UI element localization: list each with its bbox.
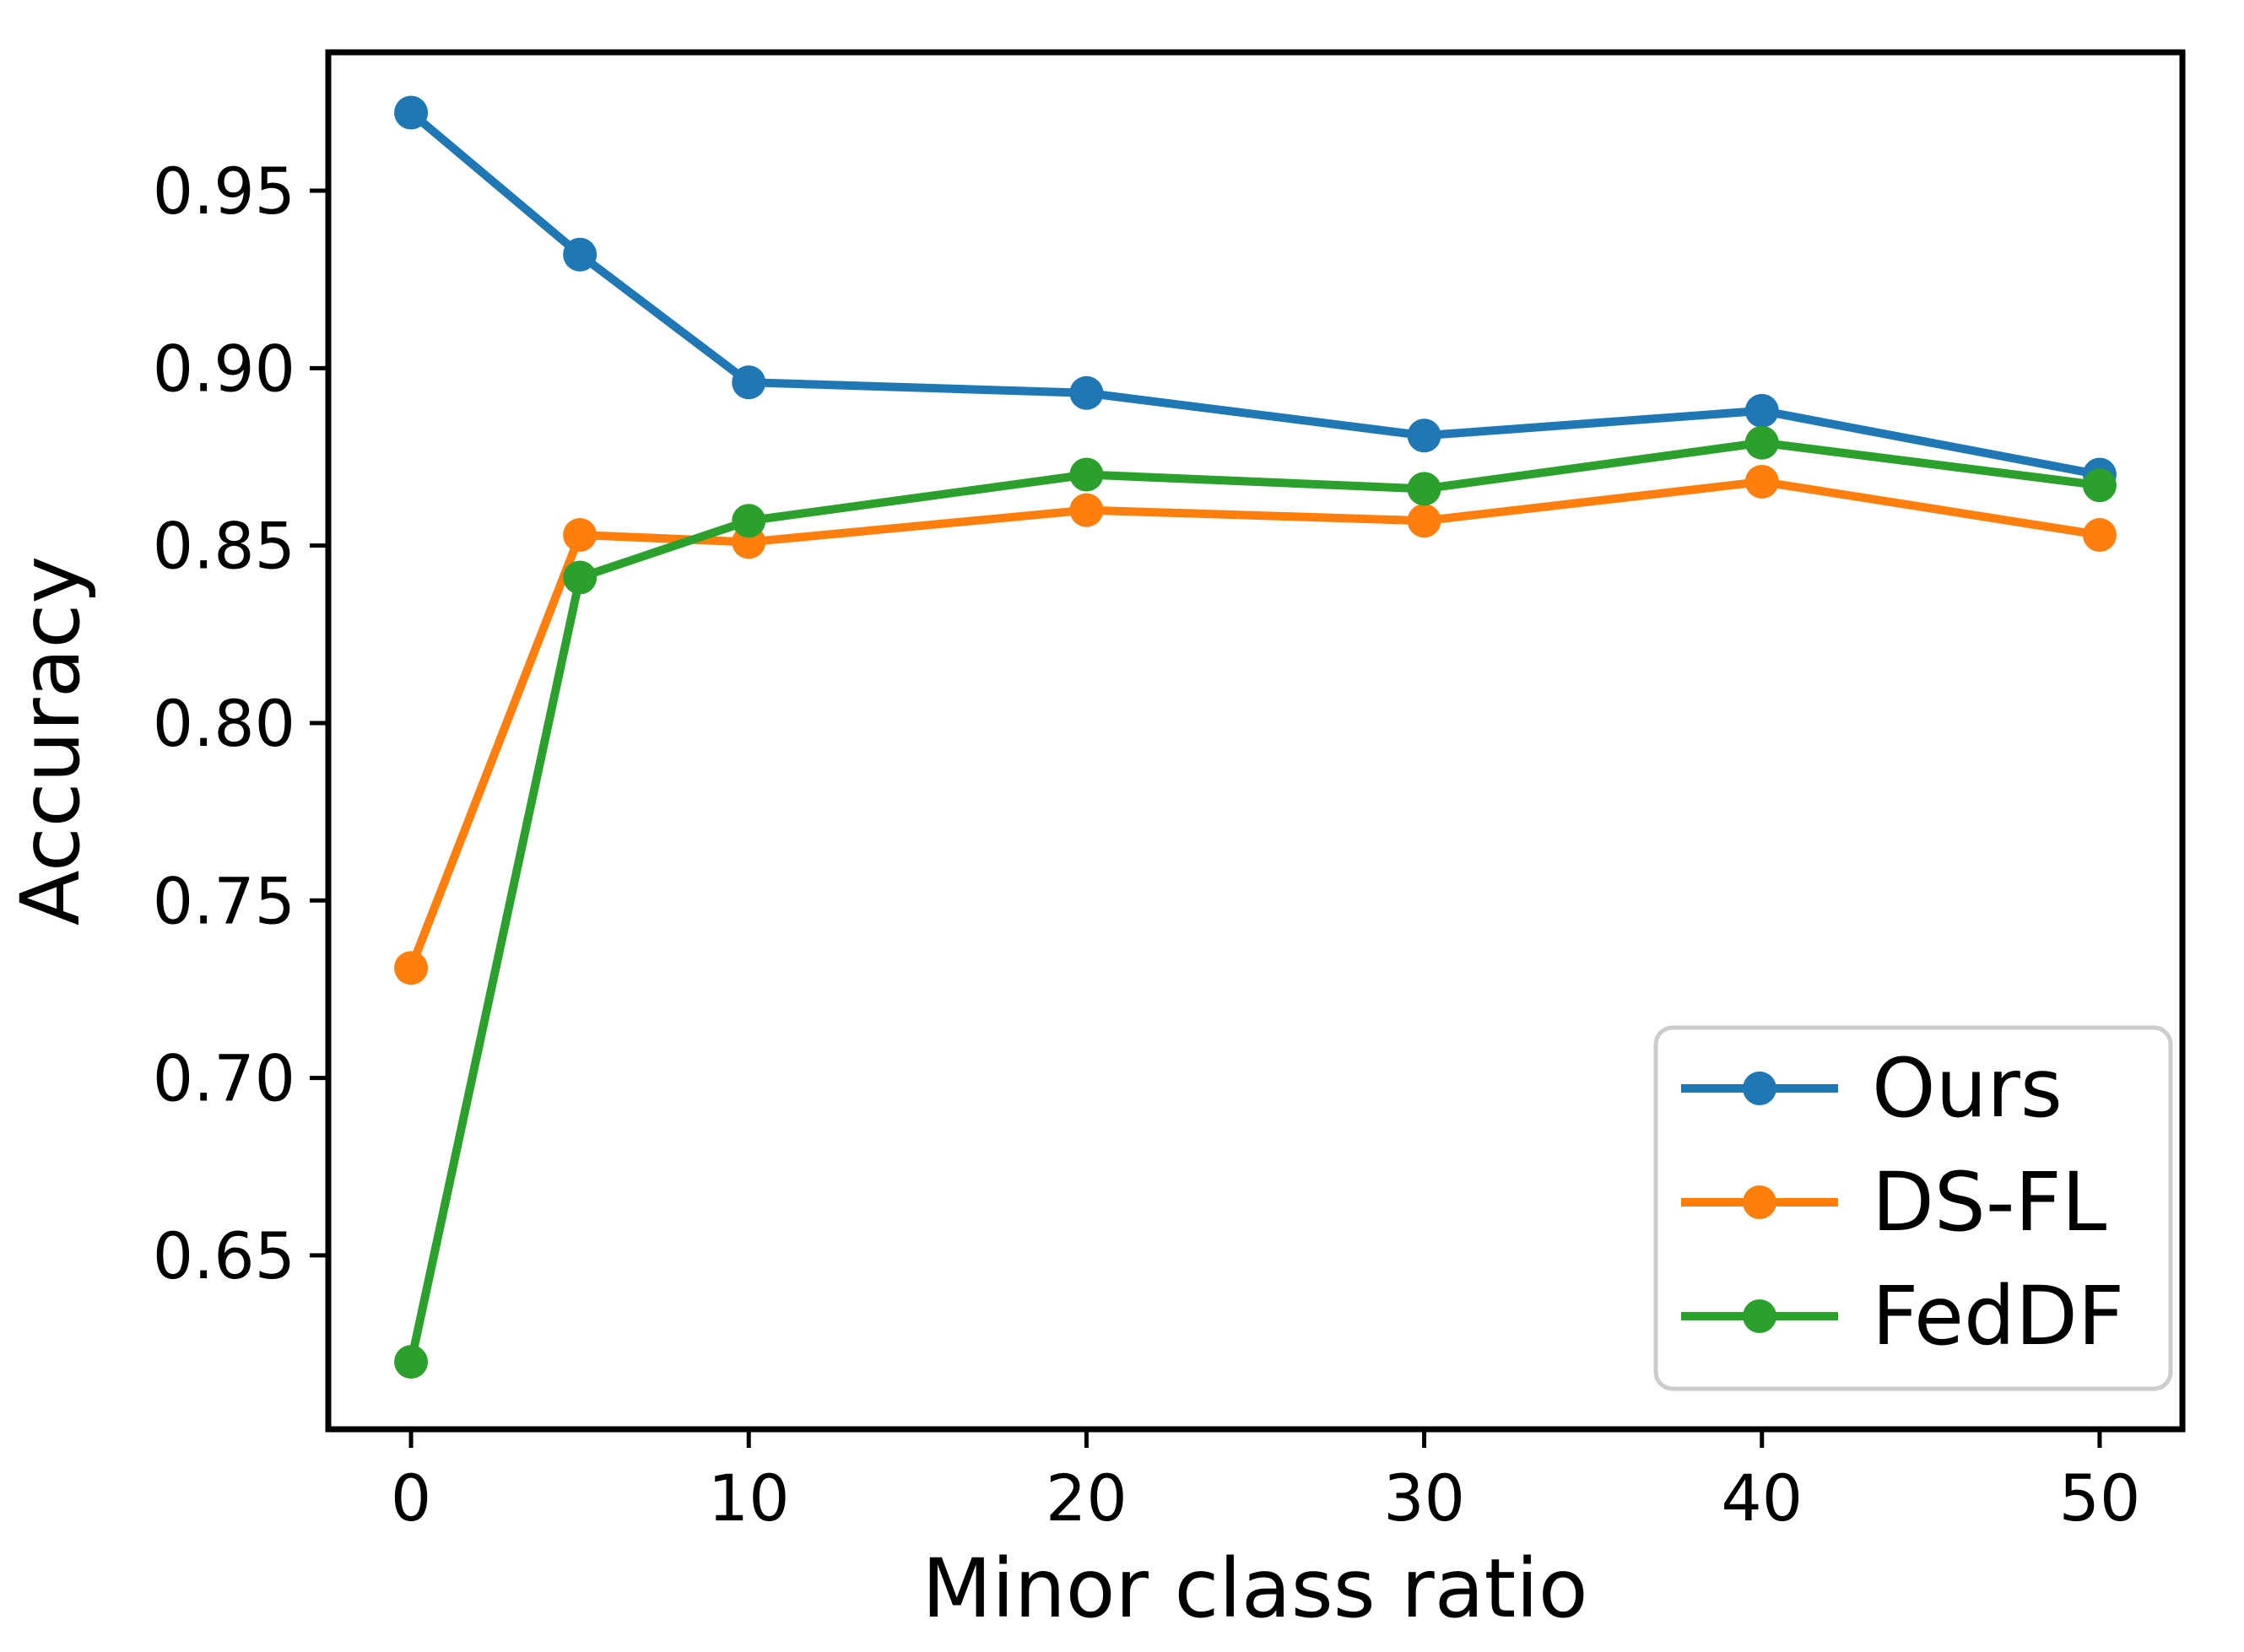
- y-tick-label: 0.80: [153, 686, 295, 761]
- data-point-marker: [563, 237, 597, 272]
- legend-samples: [1681, 1072, 1838, 1333]
- x-tick-label: 20: [1046, 1460, 1127, 1536]
- data-point-marker: [1407, 418, 1441, 453]
- x-tick-label: 30: [1383, 1460, 1465, 1536]
- data-point-marker: [1744, 393, 1779, 428]
- legend-sample-marker: [1743, 1072, 1776, 1105]
- x-axis-label: Minor class ratio: [922, 1541, 1587, 1636]
- y-tick-label: 0.90: [153, 331, 295, 406]
- y-tick-label: 0.95: [153, 154, 295, 229]
- data-point-marker: [1069, 493, 1104, 527]
- data-point-marker: [2082, 518, 2117, 553]
- data-point-marker: [732, 365, 766, 400]
- data-point-marker: [1069, 375, 1104, 410]
- plot-frame: [325, 49, 2186, 1433]
- data-point-marker: [394, 1345, 429, 1379]
- data-series: [394, 95, 2117, 1379]
- x-tick-label: 50: [2059, 1460, 2141, 1536]
- x-tick-label: 40: [1721, 1460, 1803, 1536]
- data-point-marker: [1744, 464, 1779, 499]
- x-tick-label: 0: [391, 1460, 431, 1536]
- legend-sample-marker: [1743, 1299, 1776, 1333]
- x-tick-label: 10: [708, 1460, 790, 1536]
- legend-label-ours: Ours: [1872, 1041, 2063, 1136]
- series-ds-fl: [394, 464, 2117, 985]
- data-point-marker: [1407, 472, 1441, 506]
- series-feddf: [394, 425, 2117, 1379]
- legend: Ours DS-FL FedDF: [1653, 1025, 2173, 1391]
- axis-ticks: 0 10 20 30 40 50 0.65 0.70 0.75 0.80 0.85 0.90 0.95: [153, 154, 2141, 1536]
- legend-label-dsfl: DS-FL: [1872, 1155, 2106, 1250]
- data-point-marker: [1744, 425, 1779, 460]
- y-tick-label: 0.65: [153, 1218, 295, 1293]
- data-point-marker: [563, 560, 597, 595]
- data-point-marker: [2082, 468, 2117, 503]
- y-axis-label: Accuracy: [3, 556, 98, 926]
- y-tick-label: 0.85: [153, 509, 295, 584]
- legend-label-feddf: FedDF: [1872, 1269, 2124, 1363]
- data-point-marker: [563, 518, 597, 553]
- legend-box: [1653, 1025, 2173, 1391]
- data-point-marker: [1407, 504, 1441, 538]
- data-point-marker: [1069, 457, 1104, 492]
- data-point-marker: [732, 504, 766, 538]
- data-point-marker: [394, 95, 429, 130]
- y-tick-label: 0.75: [153, 863, 295, 938]
- y-tick-label: 0.70: [153, 1041, 295, 1116]
- data-point-marker: [394, 951, 429, 985]
- legend-sample-marker: [1743, 1185, 1776, 1219]
